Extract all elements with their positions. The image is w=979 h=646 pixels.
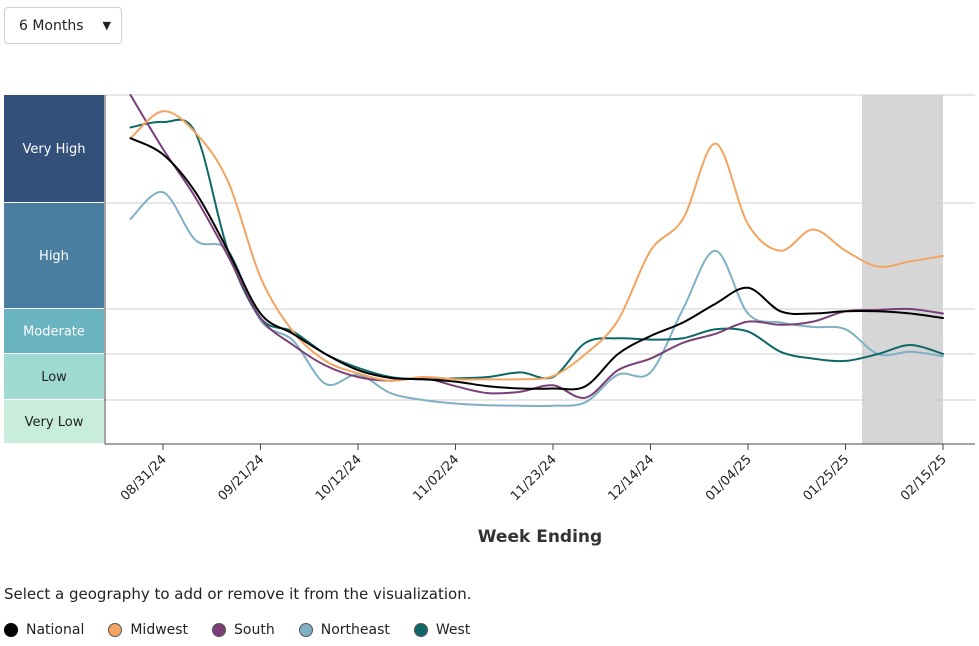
legend-label: West — [435, 622, 471, 638]
x-tick-label: 11/23/24 — [508, 452, 560, 504]
chart: Very Low Low Moderate High Very High 08/31/2… — [4, 94, 975, 547]
x-tick-label: 09/21/24 — [215, 452, 267, 504]
partial-data-highlight — [862, 95, 943, 444]
legend-label: National — [26, 622, 85, 638]
level-label: High — [39, 249, 69, 264]
level-label: Very Low — [25, 415, 84, 430]
level-label: Low — [41, 370, 67, 385]
gridlines — [105, 94, 975, 401]
legend-item-northeast[interactable]: Northeast — [298, 622, 390, 638]
legend-dot-icon — [212, 623, 227, 637]
legend-label: Northeast — [320, 622, 390, 638]
chevron-down-icon: ▼ — [102, 19, 111, 32]
x-tick-label: 12/14/24 — [605, 452, 657, 504]
level-band-high — [4, 203, 104, 308]
series-line-west — [129, 118, 944, 381]
x-tick-label: 11/02/24 — [410, 452, 462, 504]
legend-dot-icon — [4, 623, 18, 637]
level-label: Very High — [23, 142, 86, 157]
legend-label: Midwest — [130, 622, 189, 638]
series-line-national — [129, 137, 944, 391]
highlight-region — [862, 95, 943, 444]
level-label: Moderate — [23, 325, 85, 340]
x-tick-label: 02/15/25 — [898, 452, 950, 504]
x-tick-label: 08/31/24 — [118, 452, 170, 504]
level-bands: Very Low Low Moderate High Very High — [4, 95, 104, 443]
x-axis-title: Week Ending — [478, 527, 602, 547]
level-band-very-high — [4, 95, 104, 202]
x-tick-label: 01/04/25 — [703, 452, 755, 504]
series-line-midwest — [129, 110, 944, 382]
legend-item-south[interactable]: South — [212, 622, 275, 638]
time-range-select[interactable]: 6 Months ▼ — [4, 7, 122, 44]
instructions-text: Select a geography to add or remove it f… — [4, 585, 472, 603]
x-tick-label: 10/12/24 — [313, 452, 365, 504]
x-axis: 08/31/24 09/21/24 10/12/24 11/02/24 11/23/24… — [104, 95, 975, 504]
legend-dot-icon — [108, 623, 123, 637]
series-line-south — [129, 94, 944, 399]
legend-dot-icon — [298, 623, 313, 637]
legend-item-west[interactable]: West — [413, 622, 471, 638]
legend-dot-icon — [413, 623, 428, 637]
time-range-value: 6 Months — [19, 17, 84, 34]
level-band-low — [4, 354, 104, 399]
legend-label: South — [234, 622, 275, 638]
series-lines — [129, 94, 944, 407]
legend: National Midwest South Northeast West — [4, 622, 494, 638]
legend-item-national[interactable]: National — [4, 622, 84, 638]
legend-item-midwest[interactable]: Midwest — [108, 622, 188, 638]
level-band-very-low — [4, 400, 104, 443]
x-tick-label: 01/25/25 — [800, 452, 852, 504]
level-band-moderate — [4, 309, 104, 353]
series-line-northeast — [129, 191, 944, 407]
